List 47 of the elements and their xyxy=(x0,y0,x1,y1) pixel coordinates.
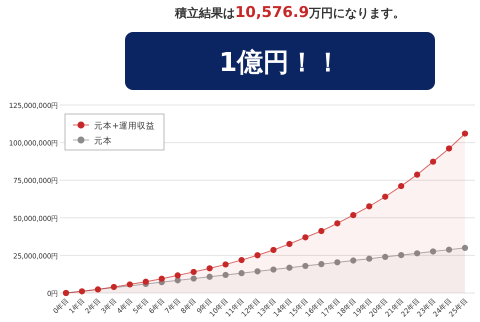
point xyxy=(78,288,86,294)
point xyxy=(430,248,436,255)
point xyxy=(270,266,277,273)
point xyxy=(222,272,229,278)
point xyxy=(190,275,197,282)
point xyxy=(158,276,165,282)
point xyxy=(190,268,197,276)
point xyxy=(398,182,404,190)
point xyxy=(254,252,261,258)
point xyxy=(462,244,468,251)
point xyxy=(110,284,117,290)
point xyxy=(286,264,293,271)
point xyxy=(286,240,293,248)
point xyxy=(206,274,213,280)
point xyxy=(446,145,452,152)
point xyxy=(302,234,308,240)
point xyxy=(398,252,404,258)
point xyxy=(174,272,181,279)
chart-subtitle: 1億円！！ xyxy=(218,48,342,78)
point xyxy=(430,158,436,165)
point xyxy=(414,250,420,256)
point xyxy=(334,259,340,266)
legend-label: 元本 xyxy=(94,136,112,146)
point xyxy=(366,203,372,210)
point xyxy=(350,257,356,264)
point xyxy=(334,220,340,226)
point xyxy=(270,246,277,254)
point xyxy=(382,194,388,200)
point xyxy=(446,246,452,253)
point xyxy=(318,228,324,234)
point xyxy=(302,262,308,270)
legend-label: 元本+運用収益 xyxy=(94,120,156,132)
point xyxy=(126,281,133,288)
point xyxy=(366,256,372,262)
point xyxy=(462,130,468,137)
point xyxy=(206,265,213,272)
point xyxy=(254,268,261,274)
point xyxy=(382,254,388,260)
point xyxy=(350,212,356,218)
chart-title: 積立結果は10,576.9万円になります。 xyxy=(174,3,406,21)
point xyxy=(238,270,245,276)
point xyxy=(414,172,420,178)
point xyxy=(318,261,324,268)
point xyxy=(238,256,245,264)
point xyxy=(142,278,149,285)
point xyxy=(94,286,102,292)
point xyxy=(222,261,229,268)
